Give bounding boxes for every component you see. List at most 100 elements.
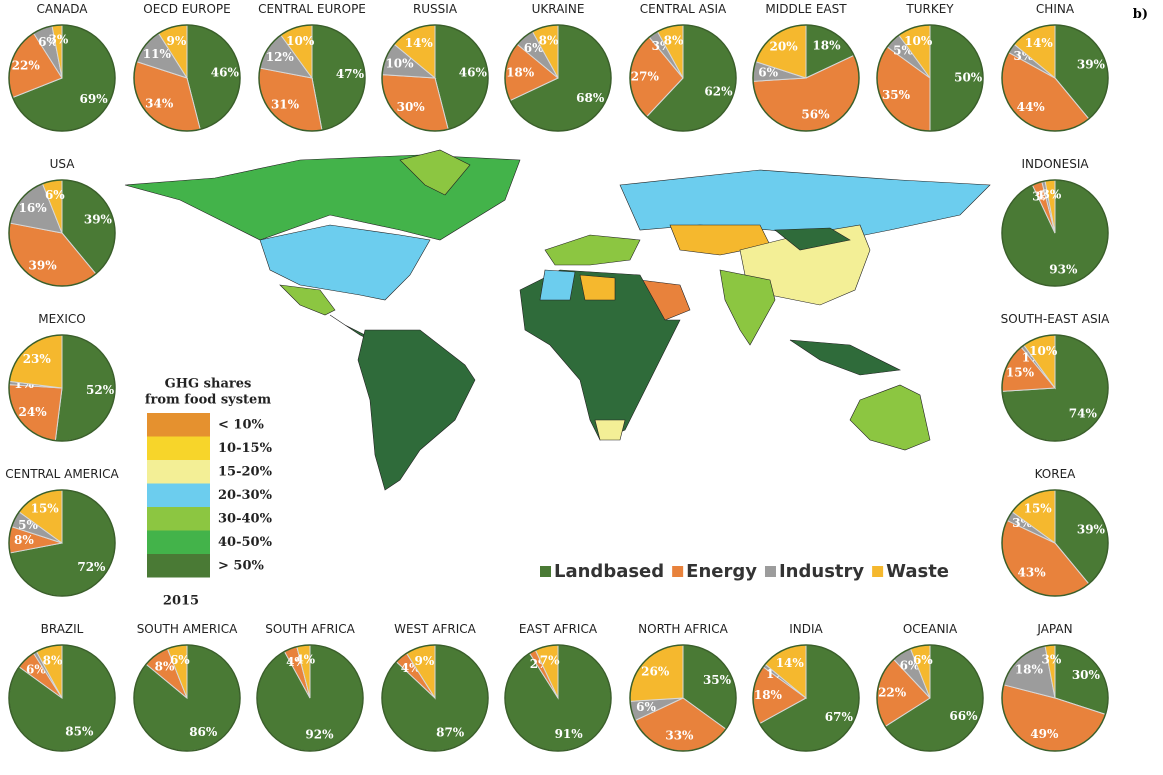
europe [544, 234, 641, 266]
pie-label: 11% [143, 47, 172, 61]
pie-chart: NORTH AFRICA 35% 33% 6% 26% [629, 622, 737, 752]
pie-label: 9% [166, 34, 186, 48]
pie-chart: JAPAN 30% 49% 18%3% [1001, 622, 1109, 752]
pie-label: 15% [31, 501, 60, 515]
pie-label: 43% [1018, 566, 1047, 580]
legend-swatch [764, 566, 776, 577]
pie-outline [1001, 644, 1109, 752]
map-legend-year: 2015 [163, 594, 199, 609]
pie-outline [876, 24, 984, 132]
pie-title: BRAZIL [41, 622, 84, 636]
pie-label: 87% [436, 726, 465, 740]
pie-outline [258, 24, 366, 132]
pie-label: 8% [664, 34, 684, 48]
pie-label: 3% [49, 33, 69, 47]
pie-label: 35% [703, 673, 732, 687]
pie-label: 22% [12, 59, 41, 73]
pie-title: INDONESIA [1021, 157, 1089, 171]
pie-title: USA [50, 157, 76, 171]
pie-label: 67% [825, 710, 854, 724]
legend-swatch [872, 566, 884, 577]
pie-chart: SOUTH AMERICA 86% 8%6% [133, 622, 241, 752]
pie-label: 68% [576, 91, 605, 105]
mongolia [774, 227, 851, 251]
pie-title: CENTRAL ASIA [640, 2, 727, 16]
pie-label: 93% [1049, 263, 1078, 277]
pie-label: 18% [754, 688, 783, 702]
pie-chart: USA 39% 39% 16%6% [8, 157, 116, 287]
south-america [357, 329, 476, 491]
mexico [279, 284, 336, 316]
pie-label: 10% [385, 56, 414, 70]
libya [579, 274, 616, 301]
legend-label: Energy [686, 561, 757, 582]
pie-label: 18% [812, 38, 841, 52]
pie-label: 14% [405, 36, 434, 50]
pie-label: 86% [189, 725, 218, 739]
pie-label: 6% [758, 66, 778, 80]
pie-title: INDIA [789, 622, 823, 636]
map-legend-swatch [147, 483, 210, 507]
pie-outline [8, 179, 116, 287]
pie-label: 8% [43, 654, 63, 668]
pie-title: SOUTH AFRICA [265, 622, 355, 636]
pie-label: 18% [1015, 663, 1044, 677]
usa [259, 224, 431, 301]
pie-label: 8% [155, 660, 175, 674]
pie-outline [8, 644, 116, 752]
pie-label: 33% [665, 728, 694, 742]
pie-label: 7% [540, 653, 560, 667]
pie-label: 6% [900, 658, 920, 672]
map-legend-swatch [147, 554, 210, 578]
pie-label: 10% [1029, 344, 1058, 358]
pie-label: 6% [170, 653, 190, 667]
pie-label: 3% [1042, 653, 1062, 667]
pie-label: 47% [336, 67, 365, 81]
pie-outline [752, 644, 860, 752]
pie-label: 8% [539, 34, 559, 48]
pie-outline [381, 644, 489, 752]
pie-outline [504, 24, 612, 132]
pie-outline [8, 489, 116, 597]
world-map [124, 149, 991, 491]
pie-label: 24% [19, 405, 48, 419]
pie-title: KOREA [1035, 467, 1077, 481]
pie-label: 52% [86, 383, 115, 397]
pie-label: 14% [1025, 36, 1054, 50]
legend-swatch [540, 566, 551, 577]
pie-label: 6% [636, 700, 656, 714]
map-legend-label: > 50% [218, 559, 265, 574]
pie-outline [381, 24, 489, 132]
pie-label: 62% [704, 85, 733, 99]
pie-label: 30% [1072, 668, 1101, 682]
pie-label: 39% [1077, 58, 1106, 72]
pie-outline [1001, 179, 1109, 287]
pie-title: CENTRAL EUROPE [258, 2, 366, 16]
pie-label: 12% [266, 50, 295, 64]
pie-outline [1001, 489, 1109, 597]
pie-label: 92% [305, 727, 334, 741]
pie-label: 49% [1030, 727, 1059, 741]
map-legend-title: GHG shares [165, 377, 252, 392]
pie-outline [1001, 334, 1109, 442]
greenland [399, 149, 471, 196]
pie-label: 15% [1006, 365, 1035, 379]
legend-label: Waste [886, 561, 949, 582]
pie-label: 6% [913, 653, 933, 667]
panel-label: b) [1133, 7, 1148, 22]
pie-title: TURKEY [905, 2, 954, 16]
pie-label: 69% [80, 92, 109, 106]
pie-label: 16% [19, 201, 48, 215]
pie-outline [133, 644, 241, 752]
pie-label: 10% [286, 34, 315, 48]
map-legend: GHG shares from food system 2015 [145, 377, 271, 609]
australia [849, 384, 931, 451]
pie-label: 14% [776, 656, 805, 670]
pie-label: 27% [631, 69, 660, 83]
pie-label: 91% [555, 727, 584, 741]
